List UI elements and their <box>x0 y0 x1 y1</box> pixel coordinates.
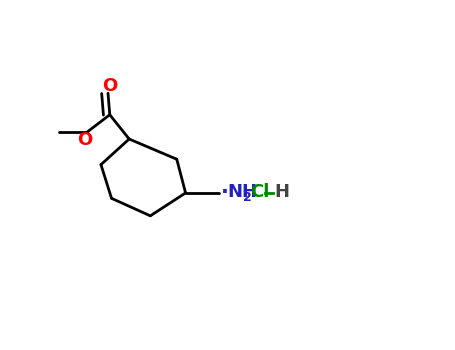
Text: 2: 2 <box>243 191 252 204</box>
Text: Cl: Cl <box>250 183 269 201</box>
Text: NH: NH <box>227 183 257 201</box>
Text: H: H <box>274 183 289 201</box>
Text: O: O <box>77 131 93 149</box>
Text: O: O <box>102 77 117 96</box>
Text: ·: · <box>221 182 229 202</box>
